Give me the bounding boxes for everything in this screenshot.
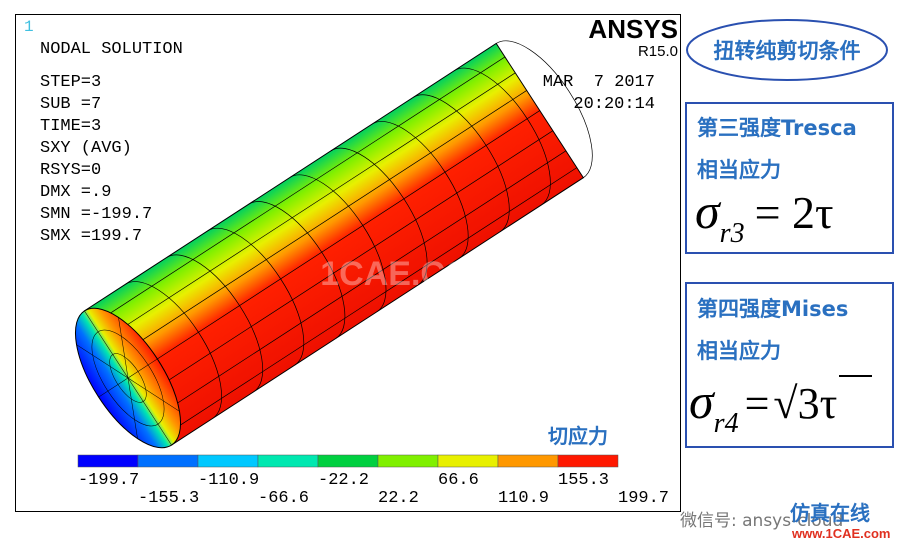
solution-line: SMN =-199.7 (40, 205, 152, 224)
legend-swatch (317, 454, 379, 468)
mises-heading: 第四强度Mises (697, 297, 848, 321)
tresca-formula: σr3 = 2τ (695, 183, 834, 249)
mises-formula: σr4 =√3τ (689, 373, 837, 439)
rhs: = 2τ (755, 187, 834, 238)
solution-line: SXY (AVG) (40, 139, 132, 158)
legend-swatch (497, 454, 559, 468)
legend-value: -66.6 (258, 489, 309, 508)
legend-value: 199.7 (618, 489, 669, 508)
tresca-box (685, 102, 894, 254)
legend-swatch (557, 454, 619, 468)
radical: √ (773, 379, 798, 428)
solution-line: STEP=3 (40, 73, 101, 92)
legend-swatch (377, 454, 439, 468)
legend-value: -155.3 (138, 489, 199, 508)
solution-line: TIME=3 (40, 117, 101, 136)
subscript: r4 (714, 408, 739, 439)
tresca-subheading: 相当应力 (697, 158, 781, 182)
legend-value: -199.7 (78, 471, 139, 490)
legend-value: 110.9 (498, 489, 549, 508)
footer-brand: 仿真在线 (790, 501, 870, 525)
mises-box (685, 282, 894, 448)
brand: ANSYS (588, 14, 678, 44)
date: MAR 7 2017 (543, 73, 655, 92)
legend-swatch (137, 454, 199, 468)
solution-line: RSYS=0 (40, 161, 101, 180)
subscript: r3 (720, 218, 745, 249)
legend-label: 切应力 (548, 424, 608, 448)
solution-title: NODAL SOLUTION (40, 40, 183, 59)
title-ellipse (686, 19, 888, 81)
legend-value: 66.6 (438, 471, 479, 490)
wechat: 微信号: ansys-cloud (680, 511, 843, 531)
annotation-title: 扭转纯剪切条件 (714, 39, 861, 63)
solution-line: SUB =7 (40, 95, 101, 114)
legend-swatch (197, 454, 259, 468)
release: R15.0 (638, 43, 678, 60)
legend-value: -110.9 (198, 471, 259, 490)
watermark: 1CAE.COM (320, 255, 499, 293)
symbol: σ (689, 373, 716, 429)
equals: = (745, 379, 770, 428)
legend-value: -22.2 (318, 471, 369, 490)
viewport-number: 1 (24, 18, 34, 36)
footer-site: www.1CAE.com (791, 526, 890, 541)
rhs: 3τ (798, 379, 838, 428)
solution-line: DMX =.9 (40, 183, 111, 202)
legend-value: 155.3 (558, 471, 609, 490)
legend-swatch (437, 454, 499, 468)
legend-swatch (77, 454, 139, 468)
tresca-heading: 第三强度Tresca (697, 116, 857, 140)
legend-value: 22.2 (378, 489, 419, 508)
time: 20:20:14 (573, 95, 655, 114)
symbol: σ (695, 183, 722, 239)
cylinder-model (74, 40, 593, 449)
legend-swatch (257, 454, 319, 468)
mises-subheading: 相当应力 (697, 339, 781, 363)
solution-line: SMX =199.7 (40, 227, 142, 246)
